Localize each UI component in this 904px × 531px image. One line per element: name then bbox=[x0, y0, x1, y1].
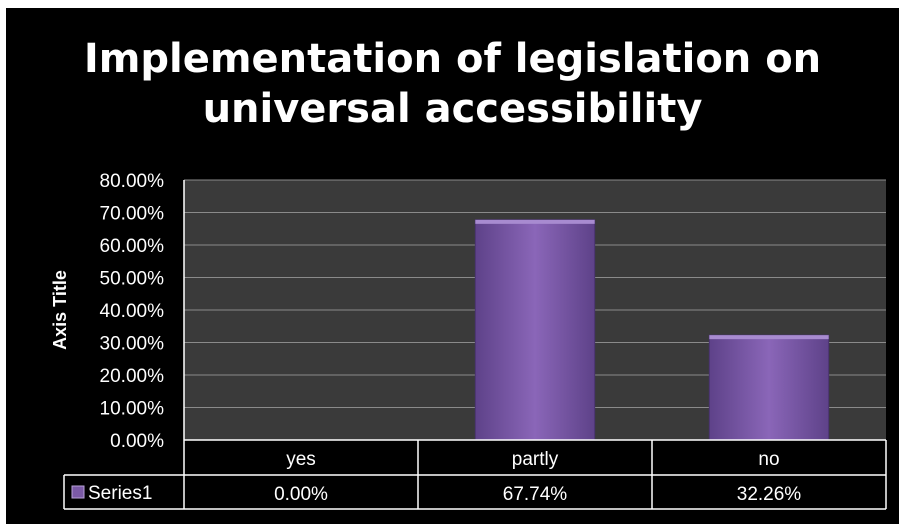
y-tick-label: 80.00% bbox=[100, 171, 165, 192]
data-label: 67.74% bbox=[503, 484, 568, 505]
y-tick-label: 30.00% bbox=[100, 334, 165, 355]
bar-top bbox=[475, 219, 595, 224]
x-tick-label: no bbox=[758, 449, 779, 470]
data-label: 32.26% bbox=[737, 484, 802, 505]
chart-frame: Implementation of legislation on univers… bbox=[6, 8, 899, 524]
y-tick-label: 20.00% bbox=[100, 366, 165, 387]
y-tick-label: 70.00% bbox=[100, 204, 165, 225]
chart-svg: 0.00% 10.00% 20.00% 30.00% 40.00% 50.00% 60.00… bbox=[50, 171, 887, 510]
bar-top bbox=[709, 335, 829, 340]
chart-title: Implementation of legislation on univers… bbox=[83, 36, 822, 132]
y-tick-label: 10.00% bbox=[100, 399, 165, 420]
bar bbox=[474, 219, 596, 441]
bar bbox=[708, 334, 830, 441]
legend-series-name: Series1 bbox=[88, 483, 152, 504]
y-tick-label: 60.00% bbox=[100, 236, 165, 257]
y-axis-title: Axis Title bbox=[50, 270, 70, 350]
x-tick-label: partly bbox=[512, 449, 559, 470]
data-label: 0.00% bbox=[274, 484, 328, 505]
legend-key bbox=[71, 485, 85, 499]
y-tick-label: 0.00% bbox=[110, 431, 164, 452]
x-tick-label: yes bbox=[286, 449, 316, 470]
y-tick-label: 50.00% bbox=[100, 269, 165, 290]
y-tick-label: 40.00% bbox=[100, 301, 165, 322]
